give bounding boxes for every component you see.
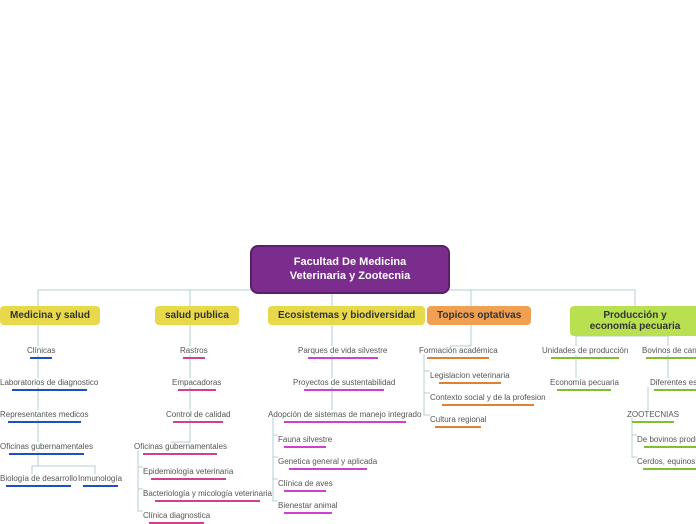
leaf-node-19[interactable]: Bienestar animal [278, 501, 338, 514]
leaf-node-2[interactable]: Representantes medicos [0, 410, 89, 423]
branch-node-2[interactable]: Ecosistemas y biodiversidad [268, 306, 425, 325]
leaf-node-1[interactable]: Laboratorios de diagnostico [0, 378, 98, 391]
leaf-node-29[interactable]: De bovinos producto [637, 435, 696, 448]
branch-node-0[interactable]: Medicina y salud [0, 306, 100, 325]
leaf-node-9[interactable]: Oficinas gubernamentales [134, 442, 227, 455]
leaf-node-26[interactable]: Bovinos de carne [642, 346, 696, 359]
leaf-node-6[interactable]: Rastros [180, 346, 208, 359]
leaf-node-3[interactable]: Oficinas gubernamentales [0, 442, 93, 455]
leaf-node-17[interactable]: Genetica general y aplicada [278, 457, 377, 470]
leaf-node-24[interactable]: Unidades de producción [542, 346, 628, 359]
leaf-node-14[interactable]: Proyectos de sustentabilidad [293, 378, 395, 391]
leaf-node-5[interactable]: Inmunología [78, 474, 122, 487]
leaf-node-25[interactable]: Economía pecuaria [550, 378, 619, 391]
leaf-node-30[interactable]: Cerdos, equinos, ovi [637, 457, 696, 470]
leaf-node-0[interactable]: Clínicas [27, 346, 55, 359]
root-node[interactable]: Facultad De Medicina Veterinaria y Zoote… [250, 245, 450, 294]
leaf-node-22[interactable]: Contexto social y de la profesion [430, 393, 546, 406]
leaf-node-13[interactable]: Parques de vida silvestre [298, 346, 387, 359]
leaf-node-7[interactable]: Empacadoras [172, 378, 221, 391]
leaf-node-20[interactable]: Formación académica [419, 346, 498, 359]
leaf-node-12[interactable]: Clínica diagnostica [143, 511, 210, 524]
leaf-node-28[interactable]: ZOOTECNIAS [627, 410, 679, 423]
leaf-node-15[interactable]: Adopción de sistemas de manejo integrado [268, 410, 421, 423]
leaf-node-21[interactable]: Legislacion veterinaria [430, 371, 510, 384]
leaf-node-10[interactable]: Epidemiología veterinaria [143, 467, 233, 480]
leaf-node-16[interactable]: Fauna silvestre [278, 435, 332, 448]
leaf-node-27[interactable]: Diferentes espe [650, 378, 696, 391]
leaf-node-4[interactable]: Biología de desarrollo [0, 474, 77, 487]
leaf-node-11[interactable]: Bacteriología y micología veterinaria [143, 489, 272, 502]
leaf-node-18[interactable]: Clínica de aves [278, 479, 333, 492]
branch-node-1[interactable]: salud publica [155, 306, 239, 325]
leaf-node-23[interactable]: Cultura regional [430, 415, 486, 428]
root-label: Facultad De Medicina Veterinaria y Zoote… [290, 256, 410, 282]
branch-node-4[interactable]: Producción y economía pecuaria [570, 306, 696, 336]
leaf-node-8[interactable]: Control de calidad [166, 410, 230, 423]
branch-node-3[interactable]: Topicos optativas [427, 306, 531, 325]
